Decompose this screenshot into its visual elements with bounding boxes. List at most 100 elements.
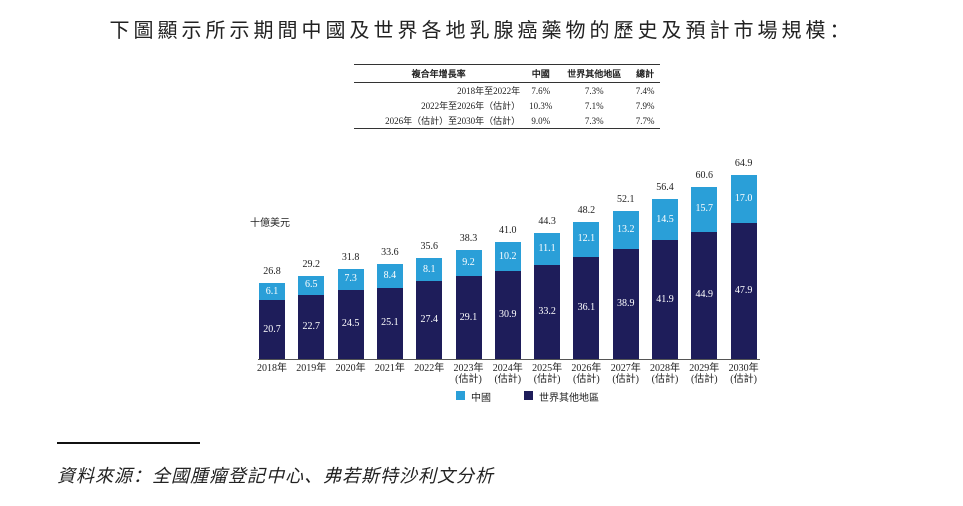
table-header: 複合年增長率 中國 世界其他地區 總計 xyxy=(354,64,660,83)
header-cell: 中國 xyxy=(523,64,559,83)
table-cell: 2026年（估計）至2030年（估計） xyxy=(385,116,521,126)
axis-line xyxy=(258,359,760,360)
total-label: 60.6 xyxy=(695,170,714,182)
segment-label: 13.2 xyxy=(616,224,635,235)
table-cell: 7.9% xyxy=(635,100,655,111)
bar-segment xyxy=(612,248,639,359)
table-cell: 10.3% xyxy=(529,100,553,111)
bar-segment xyxy=(376,287,403,359)
table-cell: 7.3% xyxy=(584,85,604,96)
bar-segment xyxy=(730,223,757,359)
segment-label: 38.9 xyxy=(616,297,635,309)
bar-segment xyxy=(259,300,285,359)
segment-label: 6.1 xyxy=(265,285,279,297)
bar-segment xyxy=(416,258,443,282)
total-label: 31.8 xyxy=(341,251,360,263)
legend-label: 中國 xyxy=(471,393,491,404)
segment-label: 9.2 xyxy=(462,257,475,269)
total-label: 35.6 xyxy=(420,241,438,253)
total-label: 52.1 xyxy=(616,194,635,206)
bar-segment xyxy=(494,271,521,359)
segment-label: 36.1 xyxy=(577,301,596,313)
table-row: 2022年至2026年（估計） 10.3% 7.1% 7.9% xyxy=(354,98,660,113)
segment-label: 20.7 xyxy=(263,323,281,335)
chart: 十億美元 20.7 6.1 26.8 2018年 22.7 6.5 29.2 2019年 24.5… xyxy=(250,158,760,404)
x-tick-label: 2028年 (估計) xyxy=(650,363,680,385)
segment-label: 29.1 xyxy=(459,311,478,323)
segment-label: 6.5 xyxy=(305,279,318,291)
total-label: 48.2 xyxy=(577,205,596,217)
table-cell: 7.4% xyxy=(635,85,655,96)
divider xyxy=(57,442,200,444)
segment-label: 10.2 xyxy=(499,250,517,262)
table-row: 2026年（估計）至2030年（估計） 9.0% 7.3% 7.7% xyxy=(354,113,660,129)
total-label: 41.0 xyxy=(499,225,517,237)
legend-label: 世界其他地區 xyxy=(539,393,599,404)
x-tick-label: 2024年 (估計) xyxy=(492,363,523,385)
segment-label: 24.5 xyxy=(341,318,360,330)
segment-label: 7.3 xyxy=(344,273,357,285)
table-cell: 7.3% xyxy=(584,115,604,126)
bar-segment xyxy=(691,187,718,232)
bar-segment xyxy=(652,240,678,359)
x-tick-label: 2029年 (估計) xyxy=(689,363,720,385)
total-label: 64.9 xyxy=(734,158,753,169)
segment-label: 22.7 xyxy=(302,320,321,332)
bar-segment xyxy=(337,268,364,290)
total-label: 56.4 xyxy=(656,182,674,194)
bar-segment xyxy=(416,281,443,359)
header-cell: 複合年增長率 xyxy=(354,64,524,83)
bar-segment xyxy=(259,283,285,301)
total-label: 33.6 xyxy=(381,247,399,259)
x-tick-label: 2030年 (估計) xyxy=(728,363,759,385)
header-cell: 世界其他地區 xyxy=(558,64,631,83)
segment-label: 30.9 xyxy=(499,309,517,321)
bar-segment xyxy=(652,199,678,241)
x-tick-label: 2025年 (估計) xyxy=(532,363,563,385)
source: 資料來源：全國腫瘤登記中心、弗若斯特沙利文分析 xyxy=(57,466,494,486)
total-label: 29.2 xyxy=(302,259,321,271)
bar-segment xyxy=(455,250,482,277)
bar-segment xyxy=(298,276,325,295)
x-tick-label: 2020年 xyxy=(335,363,366,374)
bar-segment xyxy=(730,175,757,224)
segment-label: 11.1 xyxy=(538,243,556,255)
x-tick-label: 2018年 xyxy=(257,363,287,374)
x-tick-label: 2022年 xyxy=(414,363,445,374)
legend-swatch xyxy=(524,391,533,400)
x-tick-label: 2026年 (估計) xyxy=(571,363,602,385)
x-tick-label: 2021年 xyxy=(374,363,405,374)
table-cell: 7.7% xyxy=(635,115,655,126)
bar-segment xyxy=(455,276,482,359)
table-cell: 7.6% xyxy=(531,85,551,96)
bar-segment xyxy=(573,256,600,359)
segment-label: 25.1 xyxy=(381,317,399,329)
bar-segment xyxy=(298,294,325,359)
total-label: 44.3 xyxy=(538,216,556,228)
segment-label: 15.7 xyxy=(695,203,714,215)
x-tick-label: 2023年 (估計) xyxy=(453,363,484,385)
table-cell: 7.1% xyxy=(584,100,604,111)
segment-label: 17.0 xyxy=(734,193,753,205)
segment-label: 44.9 xyxy=(695,289,714,301)
x-tick-label: 2019年 xyxy=(296,363,327,374)
bar-segment xyxy=(612,211,639,249)
segment-label: 33.2 xyxy=(538,305,556,317)
segment-label: 27.4 xyxy=(420,314,438,326)
segment-label: 8.1 xyxy=(422,263,436,275)
bar-segment xyxy=(494,242,521,272)
bar-segment xyxy=(573,222,600,257)
table-cell: 2018年至2022年 xyxy=(457,86,521,96)
unit-label: 十億美元 xyxy=(250,218,290,229)
cagr-table: 複合年增長率 中國 世界其他地區 總計 2018年至2022年 7.6% 7.3% 7.4% 2… xyxy=(354,64,660,129)
segment-label: 47.9 xyxy=(734,285,753,297)
segment-label: 12.1 xyxy=(577,233,596,245)
table-cell: 2022年至2026年（估計） xyxy=(421,101,521,111)
header-cell: 總計 xyxy=(630,64,660,83)
table-cell: 9.0% xyxy=(531,115,551,126)
total-label: 26.8 xyxy=(263,266,281,278)
x-tick-label: 2027年 (估計) xyxy=(610,363,641,385)
bar-segment xyxy=(376,264,403,288)
segment-label: 8.4 xyxy=(383,269,397,281)
